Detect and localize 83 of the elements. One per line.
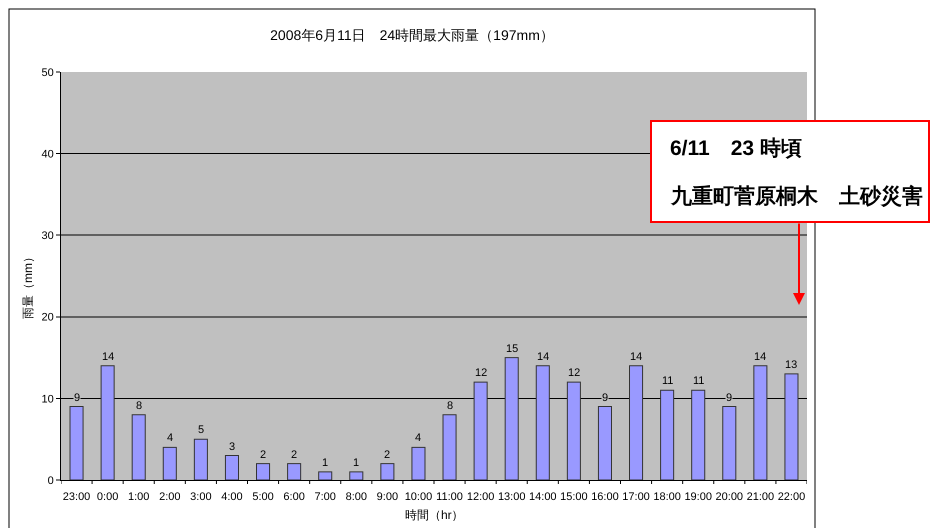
x-tick-label: 14:00 (529, 491, 557, 504)
data-label: 12 (568, 367, 580, 379)
y-tick-label: 50 (42, 66, 54, 79)
data-label: 9 (602, 392, 608, 404)
x-tick-label: 7:00 (314, 491, 336, 504)
x-axis-title: 時間（hr） (405, 508, 464, 522)
bar (504, 357, 519, 480)
x-tick-label: 10:00 (404, 491, 432, 504)
data-label: 2 (291, 449, 298, 461)
data-label: 13 (785, 359, 798, 371)
data-label: 2 (384, 449, 390, 461)
data-label: 14 (102, 351, 114, 363)
bar (318, 471, 332, 480)
x-tick-label: 5:00 (252, 491, 274, 504)
x-tick-label: 12:00 (466, 491, 494, 504)
bar (70, 406, 84, 480)
bar (380, 463, 394, 480)
bar (100, 365, 115, 480)
y-tick-label: 30 (42, 230, 54, 242)
x-tick-label: 8:00 (346, 491, 367, 504)
data-label: 14 (537, 351, 550, 363)
bar (536, 365, 550, 480)
bar (256, 463, 270, 480)
x-tick-label: 19:00 (684, 491, 712, 504)
data-label: 4 (415, 432, 422, 444)
y-tick-label: 20 (42, 312, 54, 324)
data-label: 14 (754, 351, 766, 363)
annotation: 6/11 23 時頃 (670, 137, 802, 160)
data-label: 14 (630, 351, 642, 363)
x-tick-label: 1:00 (128, 491, 150, 504)
data-label: 12 (475, 367, 488, 379)
bar (349, 471, 364, 480)
bar (753, 365, 768, 480)
x-tick-label: 21:00 (746, 491, 774, 504)
data-label: 11 (693, 375, 704, 387)
bar (629, 365, 644, 480)
bar (598, 406, 612, 480)
bar (224, 455, 239, 480)
x-tick-label: 18:00 (653, 491, 681, 504)
x-tick-label: 20:00 (716, 491, 744, 504)
x-tick-label: 22:00 (778, 491, 806, 504)
annotation: 九重町菅原桐木 土砂災害 (670, 184, 923, 208)
x-tick-label: 2:00 (159, 491, 180, 504)
data-label: 5 (198, 424, 204, 436)
bar (566, 382, 581, 480)
y-axis-title: 雨量（mm） (21, 251, 35, 319)
bar (162, 446, 177, 480)
bar (442, 414, 457, 480)
y-tick-label: 10 (42, 393, 54, 406)
data-label: 8 (447, 400, 454, 412)
bar (660, 390, 674, 480)
chart-title: 2008年6月11日 24時間最大雨量（197mm） (270, 26, 554, 43)
x-tick-label: 4:00 (221, 491, 243, 504)
data-label: 1 (322, 457, 328, 469)
y-tick-label: 40 (42, 148, 54, 160)
data-label: 11 (662, 375, 674, 387)
bar (691, 390, 706, 480)
data-label: 3 (229, 441, 236, 453)
data-label: 9 (726, 392, 732, 404)
x-tick-label: 6:00 (283, 491, 305, 504)
bar (722, 406, 736, 480)
data-label: 4 (167, 432, 174, 444)
data-label: 2 (260, 449, 266, 461)
data-label: 9 (74, 392, 80, 404)
data-label: 1 (353, 457, 360, 469)
data-label: 8 (136, 400, 142, 412)
bar (474, 382, 488, 480)
x-tick-label: 23:00 (62, 491, 90, 504)
x-tick-label: 16:00 (591, 491, 619, 504)
x-tick-label: 17:00 (622, 491, 650, 504)
bar (287, 463, 302, 480)
x-tick-label: 11:00 (436, 491, 463, 504)
bar (784, 373, 798, 480)
x-tick-label: 15:00 (560, 491, 588, 504)
x-tick-label: 13:00 (498, 491, 526, 504)
bar (132, 414, 146, 480)
x-tick-label: 3:00 (190, 491, 212, 504)
y-tick-label: 0 (48, 474, 54, 487)
bar (194, 438, 208, 480)
x-tick-label: 9:00 (376, 491, 398, 504)
x-tick-label: 0:00 (96, 491, 118, 504)
bar (411, 446, 426, 480)
data-label: 15 (506, 343, 518, 355)
